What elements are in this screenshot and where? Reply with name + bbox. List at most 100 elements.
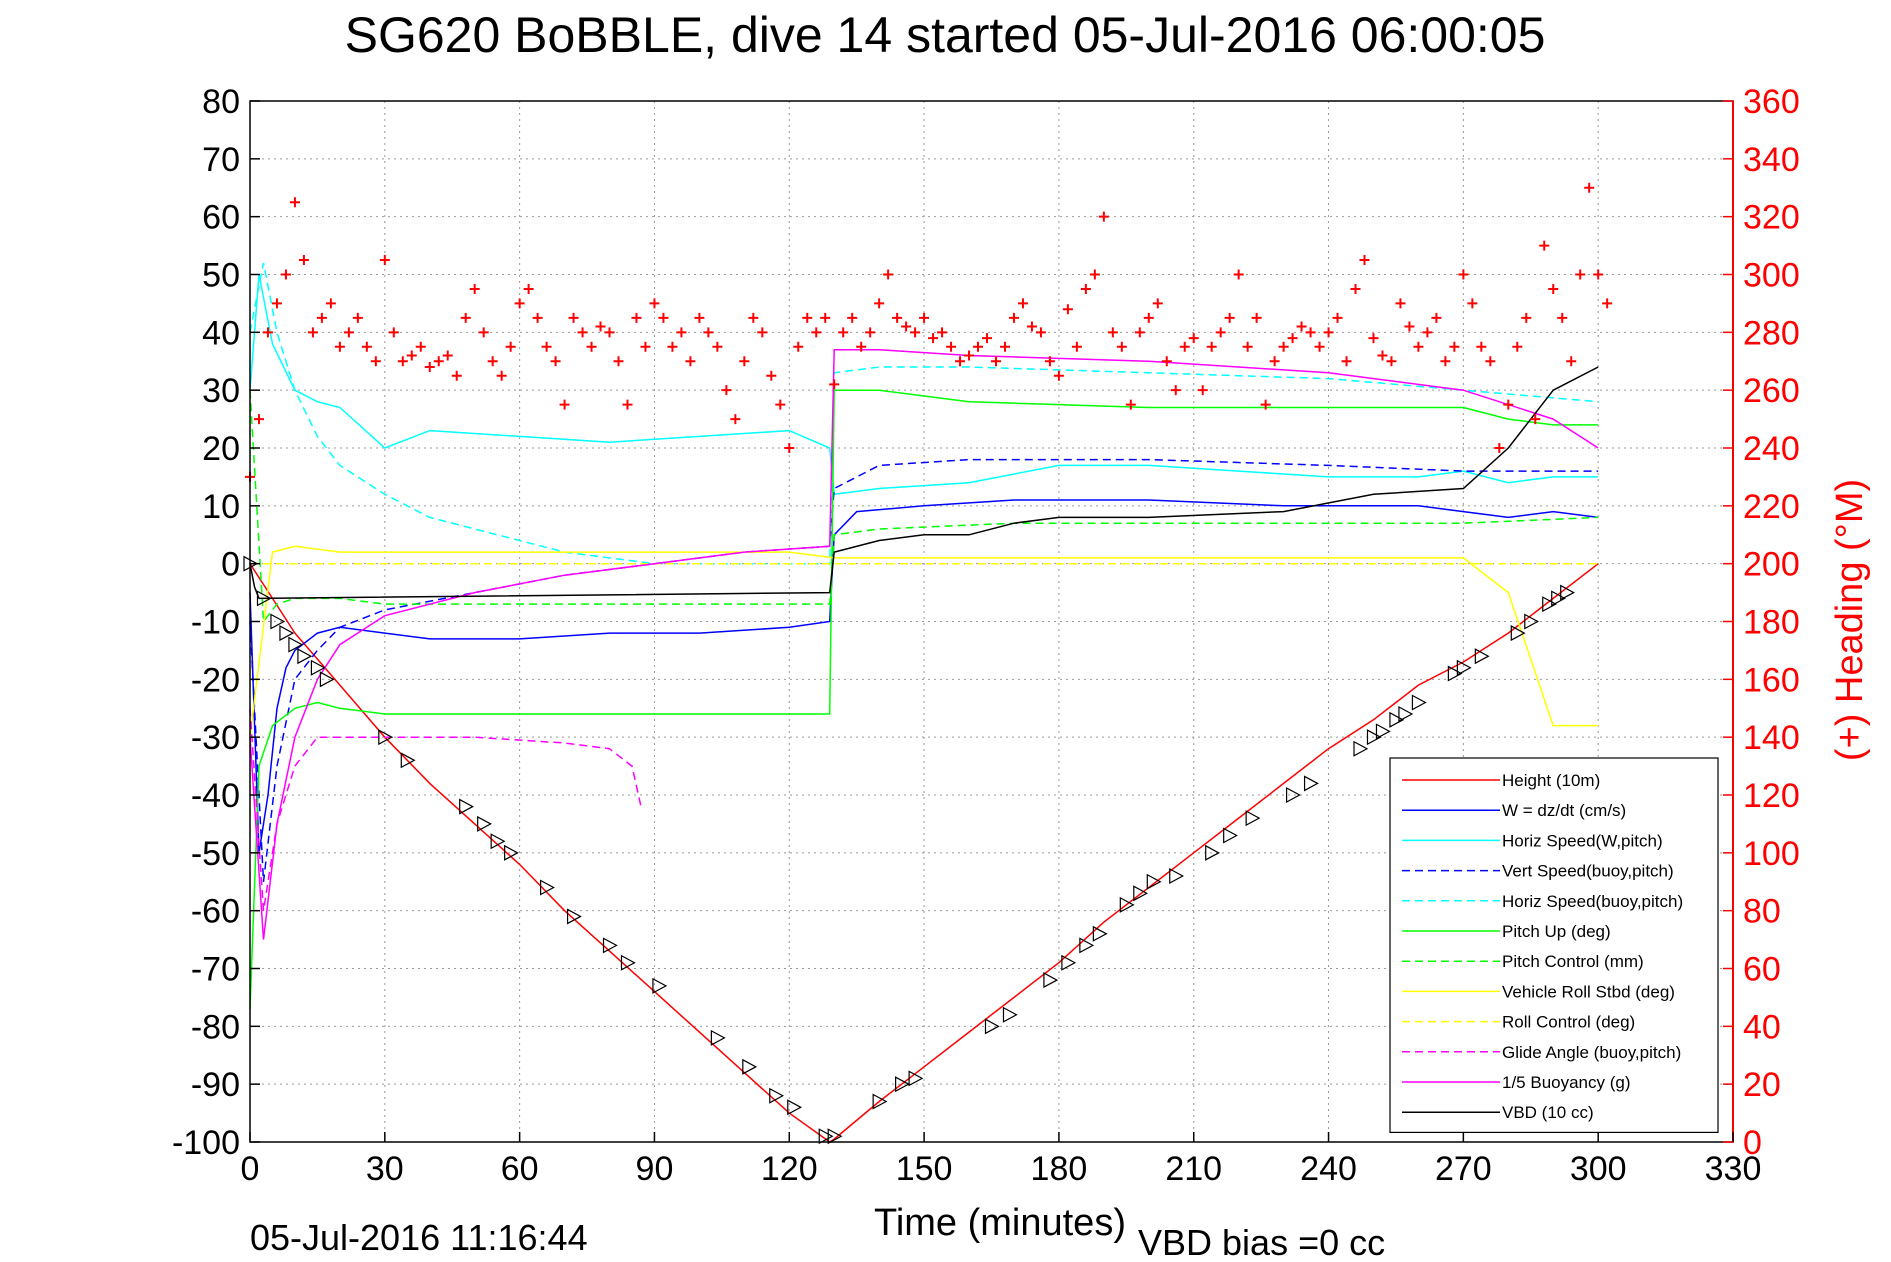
dive-marker [1353, 740, 1369, 757]
heading-point [1440, 356, 1451, 367]
footer-timestamp: 05-Jul-2016 11:16:44 [250, 1217, 588, 1258]
heading-point [379, 255, 390, 266]
y-right-tick-label: 160 [1743, 661, 1800, 699]
footer-vbd-bias: VBD bias =0 cc [1138, 1222, 1385, 1262]
heading-point [1386, 356, 1397, 367]
heading-point [1350, 283, 1361, 294]
heading-point [1467, 298, 1478, 309]
heading-point [1017, 298, 1028, 309]
heading-point [694, 312, 705, 323]
heading-point [1458, 269, 1469, 280]
y-right-tick-label: 260 [1743, 372, 1800, 410]
heading-point [361, 341, 372, 352]
y-right-tick-label: 300 [1743, 257, 1800, 295]
y-tick-label: -10 [191, 604, 240, 642]
heading-point [1602, 298, 1613, 309]
heading-point [604, 327, 615, 338]
heading-point [712, 341, 723, 352]
y-tick-label: 70 [202, 141, 240, 179]
y-tick-label: -60 [191, 893, 240, 931]
heading-point [1197, 385, 1208, 396]
dive-marker [1375, 723, 1391, 740]
heading-point [1125, 399, 1136, 410]
heading-point [1152, 298, 1163, 309]
heading-point [1107, 327, 1118, 338]
dive-marker [1542, 596, 1558, 613]
heading-point [397, 356, 408, 367]
heading-point [856, 341, 867, 352]
y-axis-right-label: (+) Heading (°M) [1829, 479, 1871, 761]
dive-marker [1456, 659, 1472, 676]
heading-point [370, 356, 381, 367]
heading-point [1539, 240, 1550, 251]
heading-point [487, 356, 498, 367]
heading-point [928, 333, 939, 344]
dive-marker [1092, 925, 1108, 942]
heading-point [415, 341, 426, 352]
heading-point [541, 341, 552, 352]
y-tick-label: -100 [172, 1124, 240, 1162]
heading-point [514, 298, 525, 309]
x-tick-label: 330 [1705, 1150, 1762, 1188]
heading-point [685, 356, 696, 367]
heading-point [1584, 182, 1595, 193]
y-tick-label: -80 [191, 1008, 240, 1046]
dive-marker [1389, 711, 1405, 728]
heading-point [982, 333, 993, 344]
heading-point [739, 356, 750, 367]
dive-marker [1474, 648, 1490, 665]
heading-point [874, 298, 885, 309]
y-axis-ticks: -100-90-80-70-60-50-40-30-20-10010203040… [172, 83, 260, 1162]
y-tick-label: 30 [202, 372, 240, 410]
legend-label-1: W = dz/dt (cm/s) [1502, 801, 1626, 820]
legend-label-11: VBD (10 cc) [1502, 1103, 1594, 1122]
heading-point [1089, 269, 1100, 280]
heading-point [316, 312, 327, 323]
dive-marker [652, 977, 668, 994]
heading-point [838, 327, 849, 338]
heading-point [784, 443, 795, 453]
heading-point [883, 269, 894, 280]
dive-marker [1411, 694, 1427, 711]
heading-point [658, 312, 669, 323]
x-tick-label: 240 [1300, 1150, 1357, 1188]
dive-marker [256, 590, 272, 607]
series-layer [249, 262, 1599, 1143]
dive-marker [769, 1087, 785, 1104]
heading-point [1143, 312, 1154, 323]
heading-point [1179, 341, 1190, 352]
heading-point [1206, 341, 1217, 352]
y-tick-label: 40 [202, 314, 240, 352]
heading-point [1548, 283, 1559, 294]
heading-point [388, 327, 399, 338]
y-tick-label: 10 [202, 488, 240, 526]
series-line-6 [249, 390, 1599, 624]
heading-point [1287, 333, 1298, 344]
y-tick-label: -20 [191, 661, 240, 699]
y-right-tick-label: 20 [1743, 1066, 1781, 1104]
dive-marker [908, 1070, 924, 1087]
heading-point [766, 370, 777, 381]
heading-point [1377, 350, 1388, 361]
heading-point [1188, 333, 1199, 344]
heading-point [1053, 370, 1064, 381]
dive-marker [872, 1093, 888, 1110]
heading-point [1359, 255, 1370, 266]
heading-point [478, 327, 489, 338]
heading-point [505, 341, 516, 352]
heading-point [1368, 333, 1379, 344]
x-tick-label: 90 [636, 1150, 674, 1188]
dive-marker [818, 1128, 834, 1145]
y-right-tick-label: 340 [1743, 141, 1800, 179]
dive-marker [742, 1058, 758, 1075]
heading-point [676, 327, 687, 338]
heading-point [937, 327, 948, 338]
dive-marker [602, 937, 618, 954]
heading-point [919, 312, 930, 323]
y-right-tick-label: 100 [1743, 835, 1800, 873]
dive-marker [1447, 665, 1463, 682]
x-tick-label: 300 [1570, 1150, 1627, 1188]
legend-label-5: Pitch Up (deg) [1502, 922, 1611, 941]
x-axis-ticks: 0 30 60 90 120 150 180 210 240 270 300 330 [241, 1132, 1762, 1188]
heading-point [847, 312, 858, 323]
